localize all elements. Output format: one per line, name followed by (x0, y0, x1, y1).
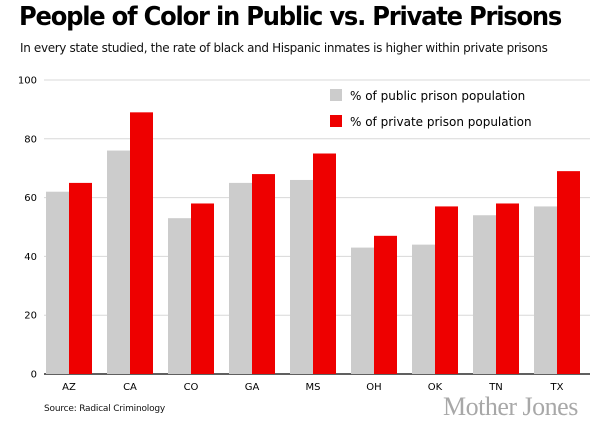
bars (46, 112, 580, 374)
x-tick-label: TX (550, 382, 564, 393)
bar-public (168, 218, 191, 374)
legend: % of public prison population % of privat… (330, 89, 532, 129)
chart-title: People of Color in Public vs. Private Pr… (19, 2, 562, 32)
bar-private (191, 203, 214, 374)
bar-public (351, 247, 374, 374)
legend-label: % of private prison population (350, 115, 532, 129)
x-tick-label: MS (306, 382, 321, 393)
bar-private (130, 112, 153, 374)
bar-private (313, 153, 336, 374)
y-tick-label: 80 (24, 134, 37, 145)
x-axis: AZ CA CO GA MS OH OK TN TX (62, 382, 563, 393)
source-note: Source: Radical Criminology (44, 404, 166, 414)
x-tick-label: OH (366, 382, 381, 393)
x-tick-label: AZ (62, 382, 76, 393)
bar-public (473, 215, 496, 374)
bar-public (229, 182, 252, 374)
legend-label: % of public prison population (350, 89, 525, 103)
bar-public (290, 179, 313, 374)
bar-private (374, 235, 397, 374)
y-tick-label: 100 (18, 76, 37, 87)
bar-private (252, 174, 275, 374)
bar-public (46, 191, 69, 374)
legend-swatch-private (330, 115, 342, 127)
x-tick-label: CO (184, 382, 199, 393)
y-tick-label: 60 (24, 193, 37, 204)
x-tick-label: CA (123, 382, 137, 393)
chart-subtitle: In every state studied, the rate of blac… (20, 41, 548, 55)
x-tick-label: OK (428, 382, 443, 393)
bar-public (107, 150, 130, 374)
bar-public (412, 244, 435, 374)
x-tick-label: GA (245, 382, 260, 393)
brand-logo: Mother Jones (443, 392, 578, 421)
y-tick-label: 20 (24, 311, 37, 322)
bar-public (534, 206, 557, 374)
y-tick-label: 40 (24, 252, 37, 263)
legend-swatch-public (330, 89, 342, 101)
bar-private (496, 203, 519, 374)
y-tick-label: 0 (31, 370, 37, 381)
bar-private (557, 171, 580, 374)
y-axis: 0 20 40 60 80 100 (18, 76, 37, 381)
bar-private (435, 206, 458, 374)
bar-private (69, 182, 92, 374)
x-tick-label: TN (488, 382, 503, 393)
